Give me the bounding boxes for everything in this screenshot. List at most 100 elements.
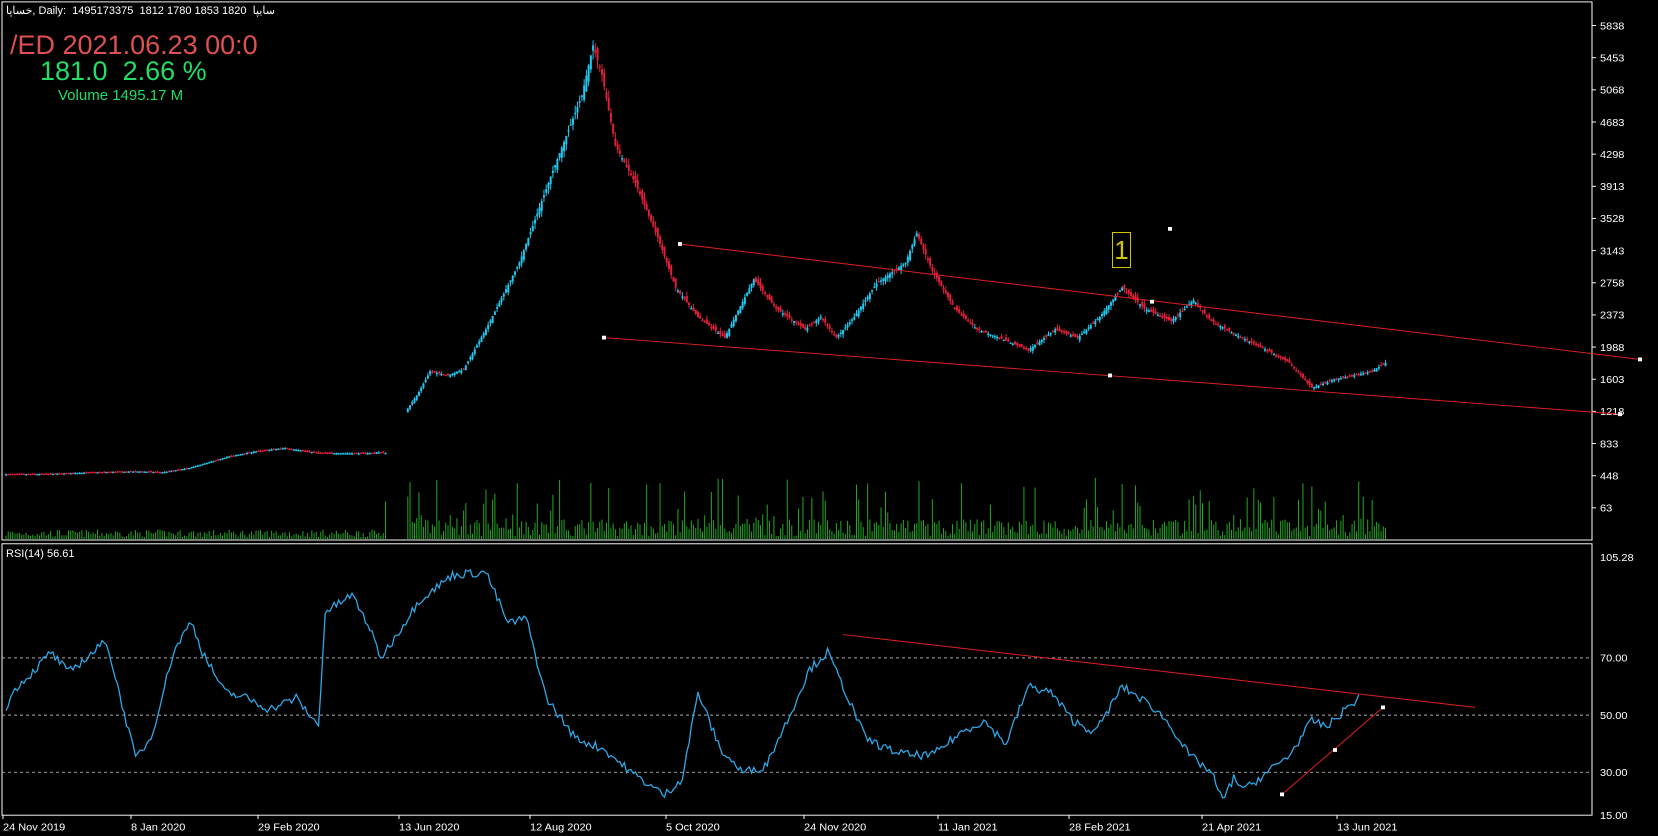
candle-body — [20, 473, 23, 476]
candle-body — [616, 144, 619, 150]
candle-body — [281, 448, 284, 450]
candle-body — [712, 325, 715, 330]
candle-body — [9, 473, 12, 476]
candle-body — [348, 453, 351, 455]
candle-body — [967, 319, 970, 322]
candle-body — [614, 138, 617, 146]
candle-body — [531, 225, 534, 232]
candle-body — [194, 466, 197, 468]
candle-body — [167, 470, 170, 473]
candle-body — [1342, 376, 1345, 378]
candle-body — [717, 332, 720, 334]
candle-body — [223, 457, 226, 460]
candle-body — [174, 470, 177, 472]
candle-body — [1337, 378, 1340, 380]
candle-body — [1319, 383, 1322, 386]
candle-body — [78, 472, 81, 475]
candle-body — [797, 322, 800, 325]
candle-body — [810, 323, 813, 326]
candle-body — [301, 450, 304, 452]
candle-body — [460, 370, 463, 373]
candle-body — [848, 322, 851, 325]
candle-body — [1000, 336, 1003, 339]
chart-header: خساپا, Daily: 1495173375 1812 1780 1853 … — [6, 5, 275, 17]
candle-body — [217, 459, 220, 461]
candle-body — [489, 320, 492, 324]
x-tick-label: 12 Aug 2020 — [530, 822, 592, 834]
candle-body — [1025, 347, 1028, 350]
candle-body — [864, 300, 867, 302]
candle-body — [625, 164, 628, 167]
candle-body — [547, 182, 550, 189]
candle-body — [219, 458, 222, 461]
candle-body — [1181, 310, 1184, 312]
x-tick-label: 21 Apr 2021 — [1202, 822, 1261, 834]
candle-body — [1348, 375, 1351, 377]
candle-body — [188, 468, 191, 470]
candle-body — [420, 387, 423, 392]
candle-body — [540, 201, 543, 212]
rsi-pane-frame — [1, 543, 1593, 816]
candle-body — [130, 470, 133, 473]
candle-body — [406, 408, 409, 413]
candle-body — [1351, 375, 1354, 377]
rsi-line — [5, 568, 1360, 799]
candle-body — [786, 313, 789, 317]
candle-body — [1223, 325, 1226, 329]
main-pane: 5838 5453 5068 4683 4298 3913 3528 3143 2758 2373… — [1, 1, 1624, 541]
change-percent: 2.66 % — [122, 56, 207, 86]
candle-body — [692, 307, 695, 311]
candle-body — [1036, 343, 1039, 345]
candle-body — [1156, 314, 1159, 317]
candle-body — [697, 311, 699, 317]
candle-body — [415, 395, 418, 401]
candle-body — [933, 272, 936, 275]
candle-body — [297, 449, 300, 452]
text-marker[interactable]: 1 — [1112, 232, 1131, 268]
candle-body — [801, 324, 804, 328]
candle-body — [1092, 322, 1095, 324]
candle-body — [228, 456, 231, 458]
candle-body — [413, 398, 416, 403]
candle-body — [920, 239, 923, 245]
candle-body — [734, 315, 737, 322]
price-tick-label: 3143 — [1600, 246, 1624, 258]
candle-body — [1212, 319, 1215, 323]
candle-body — [1366, 372, 1369, 374]
candle-body — [181, 469, 184, 471]
candle-body — [1201, 310, 1204, 312]
candle-body — [1143, 304, 1146, 309]
candle-body — [145, 471, 148, 474]
candle-body — [125, 471, 128, 473]
channel-anchor — [1150, 299, 1154, 304]
candle-body — [1118, 290, 1121, 292]
candle-body — [851, 319, 854, 321]
candle-body — [1375, 368, 1378, 372]
candle-body — [150, 471, 153, 473]
candle-body — [1089, 325, 1092, 329]
candle-body — [630, 173, 633, 175]
candle-body — [755, 277, 758, 283]
candle-body — [688, 302, 691, 306]
candle-body — [1132, 295, 1135, 299]
candle-body — [1045, 335, 1048, 338]
candle-body — [520, 256, 523, 264]
candle-body — [27, 473, 30, 476]
candle-body — [873, 286, 876, 289]
candle-body — [513, 271, 516, 275]
candle-body — [647, 210, 650, 216]
candle-body — [7, 474, 10, 476]
candle-body — [1322, 383, 1325, 386]
price-tick-label: 448 — [1600, 471, 1618, 483]
candle-body — [857, 310, 860, 317]
candle-body — [196, 465, 199, 467]
candle-body — [237, 454, 240, 457]
candle-body — [22, 473, 25, 476]
candle-body — [808, 325, 811, 327]
candle-body — [29, 473, 32, 476]
candle-body — [522, 250, 525, 260]
candle-body — [940, 280, 943, 286]
candle-body — [835, 334, 838, 338]
candle-body — [1239, 336, 1242, 339]
